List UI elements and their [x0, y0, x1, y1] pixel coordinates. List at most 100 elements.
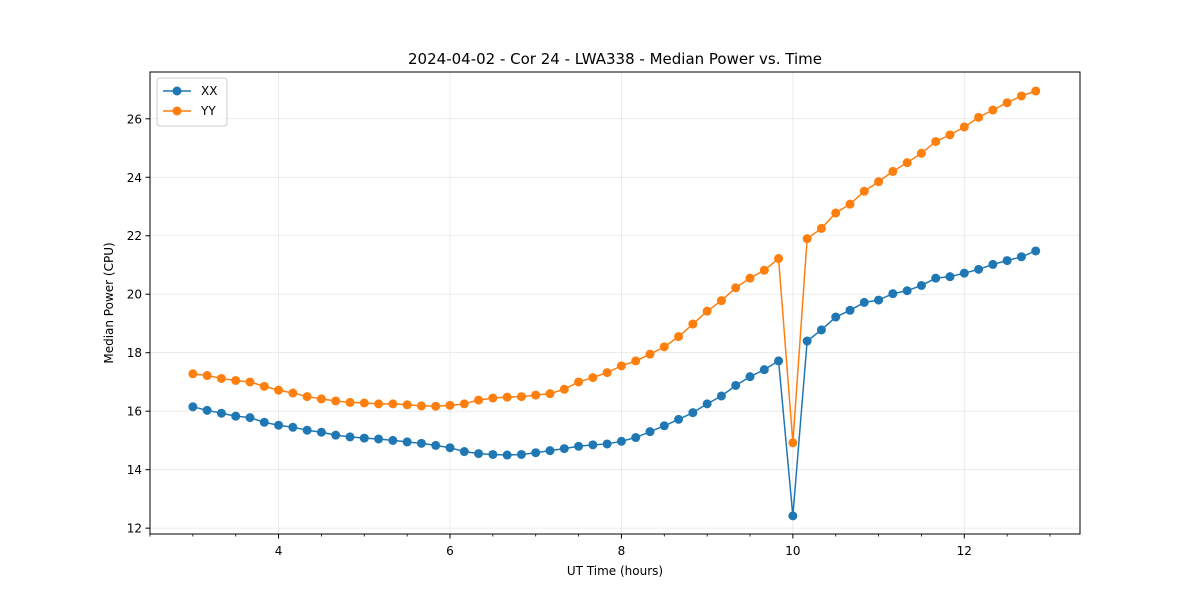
data-point-xx	[216, 408, 226, 418]
data-point-xx	[1031, 246, 1041, 256]
data-point-xx	[574, 441, 584, 451]
data-point-yy	[931, 137, 941, 147]
data-point-yy	[745, 273, 755, 283]
data-point-xx	[831, 312, 841, 322]
data-point-yy	[674, 332, 684, 342]
legend-label-xx: XX	[201, 84, 217, 98]
data-point-yy	[959, 122, 969, 132]
legend: XX YY	[156, 77, 228, 127]
data-point-yy	[945, 130, 955, 140]
data-point-yy	[716, 296, 726, 306]
data-point-xx	[802, 336, 812, 346]
data-point-xx	[245, 413, 255, 423]
data-point-yy	[559, 384, 569, 394]
data-point-xx	[874, 295, 884, 305]
data-point-xx	[974, 264, 984, 274]
legend-label-yy: YY	[200, 104, 216, 118]
data-point-yy	[488, 393, 498, 403]
data-point-yy	[702, 306, 712, 316]
y-axis-label: Median Power (CPU)	[102, 242, 116, 363]
data-point-xx	[545, 446, 555, 456]
data-point-xx	[345, 432, 355, 442]
x-tick-label: 12	[957, 544, 972, 558]
data-point-xx	[288, 422, 298, 432]
y-tick-label: 18	[127, 346, 142, 360]
data-point-xx	[845, 305, 855, 315]
chart-title: 2024-04-02 - Cor 24 - LWA338 - Median Po…	[408, 50, 822, 68]
data-point-xx	[416, 438, 426, 448]
data-point-yy	[402, 400, 412, 410]
data-point-yy	[588, 373, 598, 383]
data-point-yy	[974, 112, 984, 122]
data-point-yy	[416, 401, 426, 411]
data-point-yy	[474, 395, 484, 405]
y-tick-label: 16	[127, 405, 142, 419]
data-point-xx	[559, 444, 569, 454]
data-point-xx	[1016, 252, 1026, 262]
legend-marker-yy	[172, 106, 182, 116]
data-point-yy	[1016, 91, 1026, 101]
data-point-xx	[388, 435, 398, 445]
data-point-xx	[188, 402, 198, 412]
data-point-xx	[302, 425, 312, 435]
data-point-yy	[545, 389, 555, 399]
y-tick-label: 14	[127, 463, 142, 477]
data-point-yy	[274, 385, 284, 395]
x-tick-label: 6	[446, 544, 454, 558]
data-point-xx	[502, 450, 512, 460]
data-point-xx	[645, 427, 655, 437]
data-point-xx	[202, 405, 212, 415]
data-point-xx	[274, 420, 284, 430]
data-point-xx	[716, 391, 726, 401]
data-point-yy	[374, 399, 384, 409]
data-point-yy	[1002, 98, 1012, 108]
legend-marker-xx	[172, 86, 182, 96]
data-point-yy	[731, 283, 741, 293]
data-point-xx	[931, 273, 941, 283]
data-point-xx	[374, 434, 384, 444]
data-point-yy	[216, 373, 226, 383]
y-tick-label: 24	[127, 171, 142, 185]
data-point-yy	[759, 265, 769, 275]
data-point-yy	[359, 398, 369, 408]
data-point-yy	[502, 392, 512, 402]
data-point-yy	[988, 105, 998, 115]
data-point-yy	[574, 377, 584, 387]
data-point-yy	[531, 390, 541, 400]
data-point-xx	[516, 449, 526, 459]
data-point-xx	[259, 417, 269, 427]
data-point-xx	[759, 365, 769, 375]
data-point-yy	[645, 349, 655, 359]
data-point-yy	[245, 377, 255, 387]
x-tick-label: 4	[275, 544, 283, 558]
data-point-yy	[631, 356, 641, 366]
y-tick-label: 20	[127, 288, 142, 302]
data-point-xx	[702, 399, 712, 409]
data-point-yy	[788, 438, 798, 448]
data-point-yy	[345, 397, 355, 407]
data-point-xx	[588, 440, 598, 450]
data-point-yy	[916, 148, 926, 158]
data-point-xx	[316, 427, 326, 437]
data-point-xx	[445, 443, 455, 453]
data-point-xx	[731, 380, 741, 390]
data-point-yy	[231, 375, 241, 385]
data-point-yy	[302, 392, 312, 402]
data-point-yy	[459, 399, 469, 409]
data-point-xx	[659, 421, 669, 431]
x-axis-label: UT Time (hours)	[567, 564, 663, 578]
data-point-xx	[431, 440, 441, 450]
data-point-xx	[816, 325, 826, 335]
data-point-xx	[488, 449, 498, 459]
data-point-xx	[531, 448, 541, 458]
data-point-yy	[288, 388, 298, 398]
data-point-yy	[845, 199, 855, 209]
data-point-xx	[902, 286, 912, 296]
data-point-yy	[602, 368, 612, 378]
data-point-yy	[659, 342, 669, 352]
plot-frame	[149, 71, 1081, 535]
data-point-xx	[1002, 256, 1012, 266]
data-point-yy	[902, 158, 912, 168]
y-tick-label: 12	[127, 522, 142, 536]
